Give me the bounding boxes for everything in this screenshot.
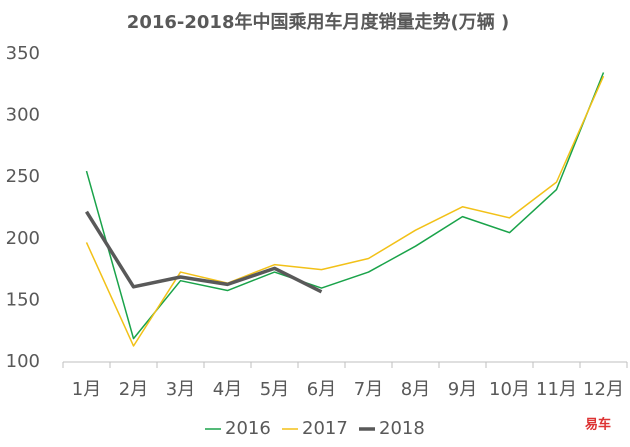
x-tick-label: 5月 [260, 379, 289, 400]
line-series [85, 210, 323, 294]
y-tick-label: 150 [6, 289, 40, 310]
x-tick-label: 6月 [307, 379, 336, 400]
y-tick-label: 300 [6, 105, 40, 126]
legend-label: 2016 [225, 418, 271, 439]
x-tick-label: 4月 [213, 379, 242, 400]
x-tick-label: 12月 [583, 379, 624, 400]
legend-label: 2018 [379, 418, 425, 439]
y-tick-label: 200 [6, 228, 40, 249]
x-tick-label: 9月 [448, 379, 477, 400]
y-tick-label: 100 [6, 351, 40, 372]
x-tick-label: 1月 [72, 379, 101, 400]
x-tick-label: 8月 [401, 379, 430, 400]
y-tick-label: 250 [6, 166, 40, 187]
x-tick-label: 3月 [166, 379, 195, 400]
watermark: 易车 [585, 417, 611, 433]
y-tick-label: 350 [6, 43, 40, 64]
x-tick-label: 11月 [536, 379, 577, 400]
line-series [85, 72, 605, 340]
x-tick-label: 2月 [119, 379, 148, 400]
chart-title: 2016-2018年中国乘用车月度销量走势(万辆 ) [127, 11, 509, 33]
line-series [85, 75, 605, 347]
legend-label: 2017 [302, 418, 348, 439]
x-tick-label: 7月 [354, 379, 383, 400]
x-tick-label: 10月 [489, 379, 530, 400]
